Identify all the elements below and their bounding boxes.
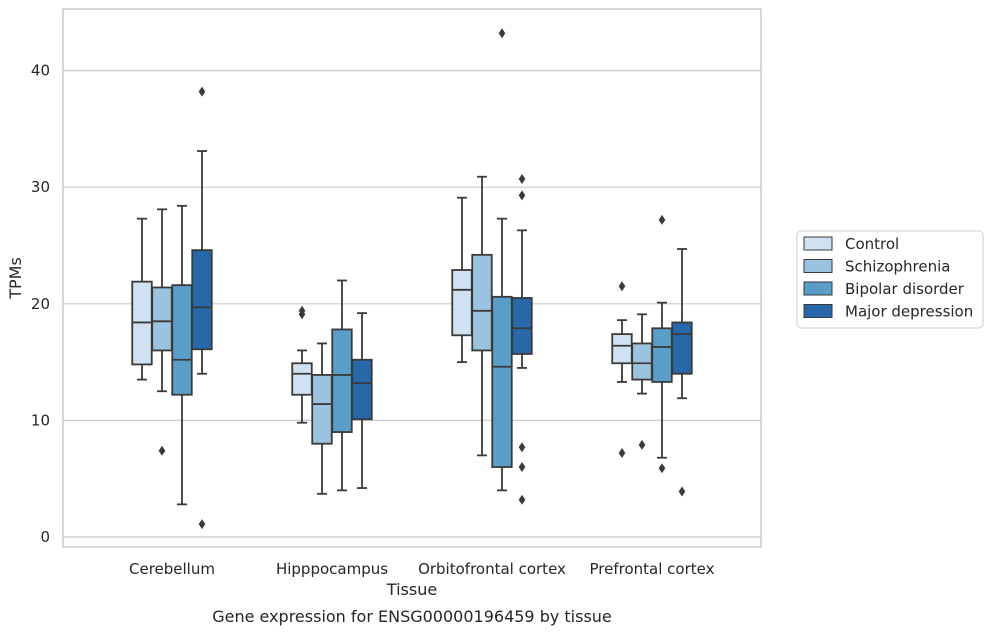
box-iqr — [511, 297, 533, 355]
box-bipolar-disorder — [171, 204, 193, 506]
legend-label: Bipolar disorder — [845, 280, 965, 298]
box-iqr — [351, 358, 373, 421]
box-iqr — [171, 284, 193, 396]
box-schizophrenia — [631, 313, 653, 450]
box-iqr — [631, 342, 653, 381]
box-major-depression — [671, 248, 693, 497]
y-tick-label: 10 — [31, 411, 50, 429]
box-control — [131, 217, 153, 381]
outlier-point — [198, 86, 206, 97]
box-iqr — [191, 249, 213, 351]
figure-caption: Gene expression for ENSG00000196459 by t… — [212, 607, 612, 626]
box-control — [291, 305, 313, 424]
x-tick-label: Prefrontal cortex — [590, 560, 715, 578]
box-bipolar-disorder — [651, 214, 673, 474]
x-tick-label: Hipppocampus — [276, 560, 388, 578]
box-bipolar-disorder — [491, 28, 513, 492]
box-control — [451, 196, 473, 364]
y-ticks: 0 10 20 30 40 — [31, 62, 50, 546]
outlier-point — [518, 174, 526, 185]
y-tick-label: 20 — [31, 295, 50, 313]
outlier-point — [618, 448, 626, 459]
legend-label: Major depression — [845, 303, 973, 321]
outlier-point — [518, 462, 526, 473]
outlier-point — [518, 442, 526, 453]
x-tick-label: Cerebellum — [129, 560, 215, 578]
box-major-depression — [351, 312, 373, 489]
plot-frame — [62, 8, 762, 548]
box-iqr — [491, 295, 513, 468]
x-tick-label: Orbitofrontal cortex — [418, 560, 566, 578]
outlier-point — [498, 28, 506, 39]
box-schizophrenia — [151, 208, 173, 456]
legend: Control Schizophrenia Bipolar disorder Majo… — [796, 230, 984, 329]
outlier-point — [638, 439, 646, 450]
box-major-depression — [191, 86, 213, 530]
box-iqr — [151, 286, 173, 352]
outlier-point — [678, 486, 686, 497]
outlier-point — [658, 463, 666, 474]
box-iqr — [651, 327, 673, 383]
x-axis-title: Tissue — [386, 580, 437, 599]
boxes — [131, 28, 693, 530]
y-tick-label: 40 — [31, 62, 50, 80]
outlier-point — [518, 190, 526, 201]
outlier-point — [658, 214, 666, 225]
box-iqr — [331, 328, 353, 433]
box-iqr — [611, 333, 633, 365]
box-iqr — [311, 374, 333, 445]
legend-label: Schizophrenia — [845, 258, 950, 276]
box-control — [611, 281, 633, 459]
legend-frame — [796, 230, 984, 329]
legend-swatch — [803, 281, 833, 296]
box-schizophrenia — [471, 175, 493, 457]
legend-swatch — [803, 259, 833, 273]
outlier-point — [198, 519, 206, 530]
box-iqr — [471, 253, 493, 352]
outlier-point — [158, 445, 166, 456]
box-iqr — [291, 362, 313, 396]
legend-label: Control — [845, 235, 899, 253]
y-axis-title: TPMs — [6, 257, 25, 300]
outlier-point — [618, 281, 626, 292]
x-ticks: Cerebellum Hipppocampus Orbitofrontal cort… — [129, 560, 715, 578]
outlier-point — [298, 305, 306, 316]
box-iqr — [671, 321, 693, 375]
box-bipolar-disorder — [331, 279, 353, 492]
outlier-point — [518, 494, 526, 505]
y-tick-label: 30 — [31, 178, 50, 196]
legend-swatch — [803, 304, 833, 318]
y-tick-label: 0 — [40, 528, 50, 546]
box-iqr — [451, 269, 473, 337]
legend-swatch — [803, 236, 833, 251]
box-major-depression — [511, 174, 533, 505]
box-schizophrenia — [311, 342, 333, 495]
